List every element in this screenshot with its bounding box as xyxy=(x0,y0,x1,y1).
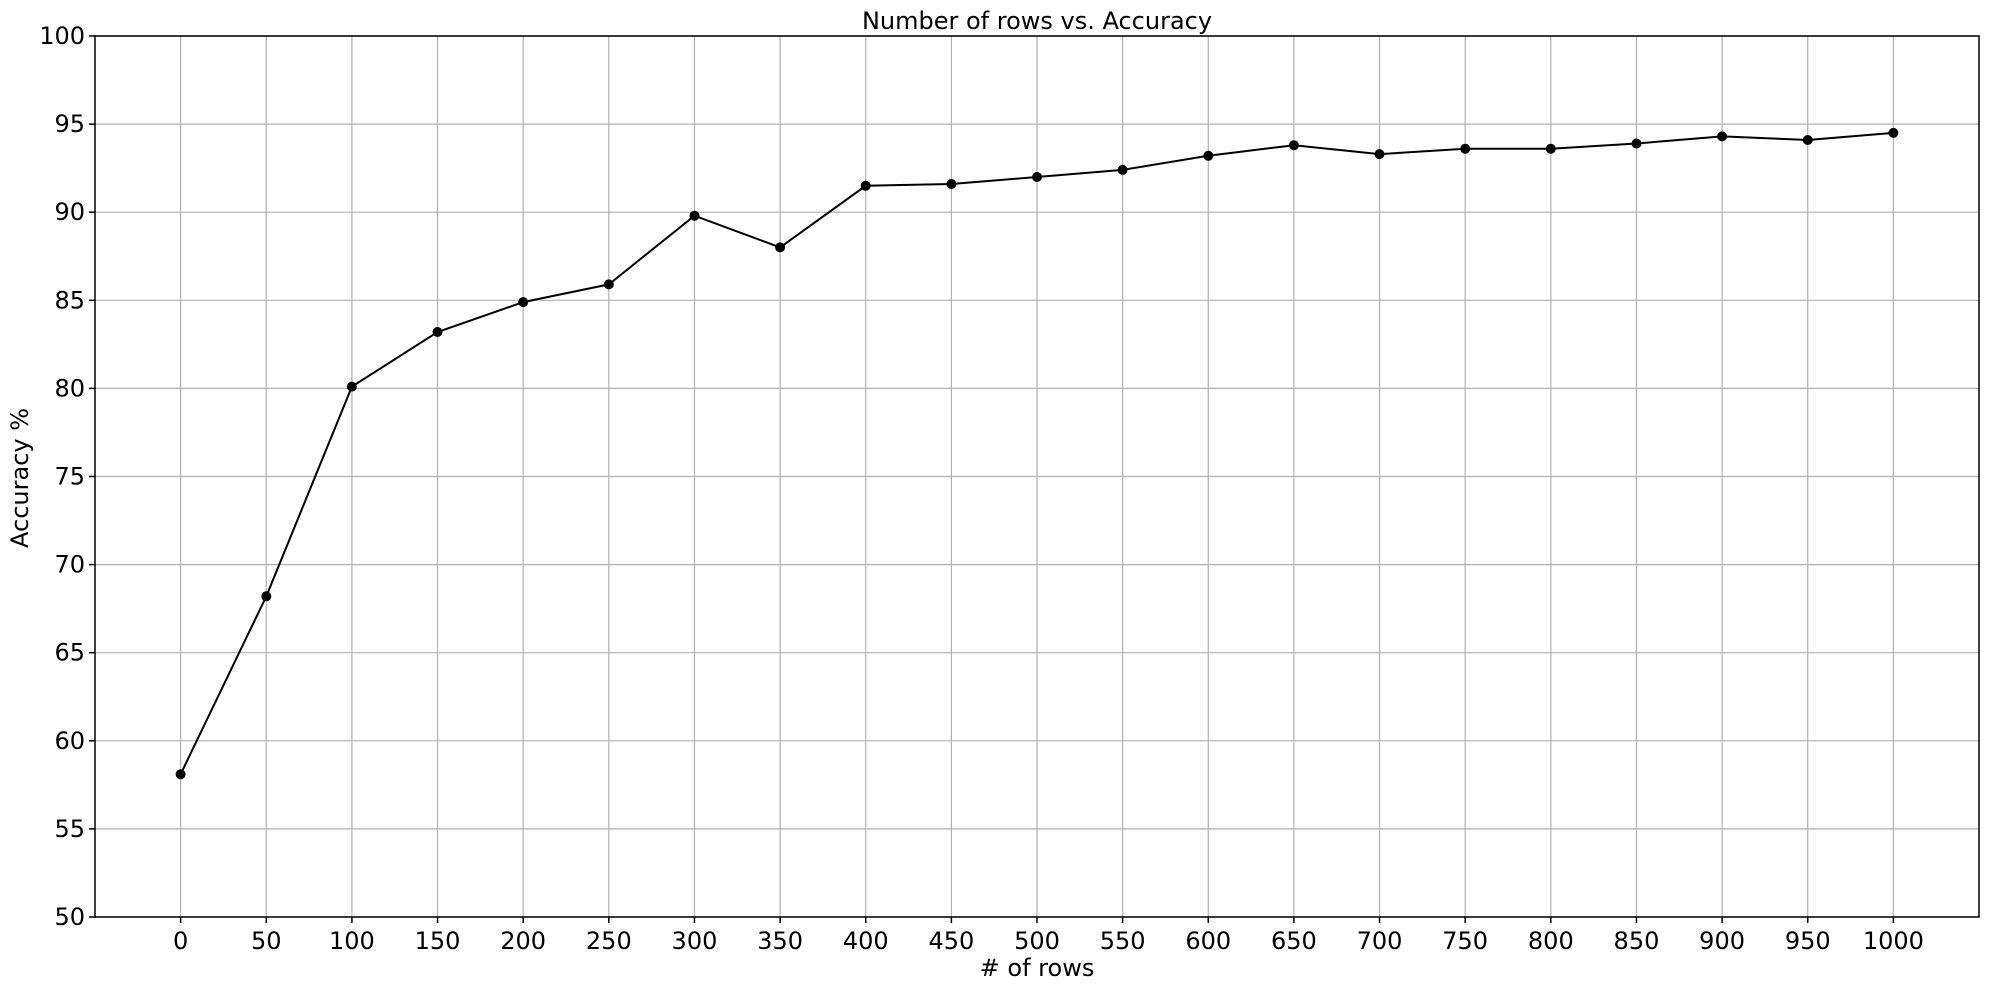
data-point xyxy=(1545,143,1556,154)
x-tick-label: 600 xyxy=(1185,927,1231,955)
x-tick-label: 900 xyxy=(1699,927,1745,955)
y-tick-label: 60 xyxy=(54,727,85,755)
data-point xyxy=(603,279,614,290)
x-tick-label: 0 xyxy=(173,927,188,955)
tick-layer: 0 50 100 150 200 250 300 350 400 450 500 550 600 650 7… xyxy=(39,22,1924,955)
x-tick-label: 850 xyxy=(1614,927,1660,955)
data-point xyxy=(1032,172,1042,182)
data-point xyxy=(432,327,443,337)
y-tick-label: 100 xyxy=(39,22,85,50)
data-point xyxy=(1117,164,1128,175)
x-tick-label: 800 xyxy=(1528,927,1574,955)
x-tick-label: 750 xyxy=(1442,927,1488,955)
data-point xyxy=(518,297,529,308)
y-tick-label: 95 xyxy=(54,110,85,138)
plot-area-frame xyxy=(94,35,1980,918)
chart-title: Number of rows vs. Accuracy xyxy=(862,7,1212,35)
x-tick-label: 350 xyxy=(757,927,803,955)
data-point xyxy=(689,210,700,221)
y-tick-label: 85 xyxy=(54,286,85,314)
y-axis-title: Accuracy % xyxy=(6,408,34,548)
x-tick-label: 650 xyxy=(1271,927,1317,955)
data-point xyxy=(1374,149,1385,160)
x-tick-label: 50 xyxy=(251,927,282,955)
data-point xyxy=(1460,143,1471,154)
data-point xyxy=(1288,140,1299,151)
data-point xyxy=(175,769,186,780)
data-point xyxy=(261,591,272,602)
data-point xyxy=(1888,127,1899,138)
x-tick-label: 950 xyxy=(1785,927,1831,955)
data-point xyxy=(1717,131,1728,142)
x-tick-label: 500 xyxy=(1014,927,1060,955)
x-tick-label: 450 xyxy=(928,927,974,955)
x-tick-label: 1000 xyxy=(1863,927,1924,955)
x-axis-title: # of rows xyxy=(980,954,1095,982)
data-point xyxy=(1203,150,1214,161)
y-tick-label: 90 xyxy=(54,198,85,226)
x-tick-label: 300 xyxy=(672,927,718,955)
data-point xyxy=(946,179,957,189)
x-tick-label: 700 xyxy=(1357,927,1403,955)
x-tick-label: 100 xyxy=(329,927,375,955)
y-tick-label: 65 xyxy=(54,639,85,667)
x-tick-label: 250 xyxy=(586,927,632,955)
x-tick-label: 400 xyxy=(843,927,889,955)
y-tick-label: 50 xyxy=(54,903,85,931)
y-tick-label: 80 xyxy=(54,374,85,402)
data-point xyxy=(346,381,357,392)
x-tick-label: 150 xyxy=(415,927,461,955)
data-point xyxy=(775,242,786,253)
x-tick-label: 550 xyxy=(1100,927,1146,955)
data-point xyxy=(1802,135,1813,145)
x-tick-label: 200 xyxy=(500,927,546,955)
data-point xyxy=(860,180,871,191)
y-tick-label: 55 xyxy=(54,815,85,843)
grid-layer xyxy=(95,35,1979,918)
series-layer xyxy=(175,127,1899,780)
y-tick-label: 70 xyxy=(54,551,85,579)
data-point xyxy=(1631,138,1642,149)
y-tick-label: 75 xyxy=(54,463,85,491)
